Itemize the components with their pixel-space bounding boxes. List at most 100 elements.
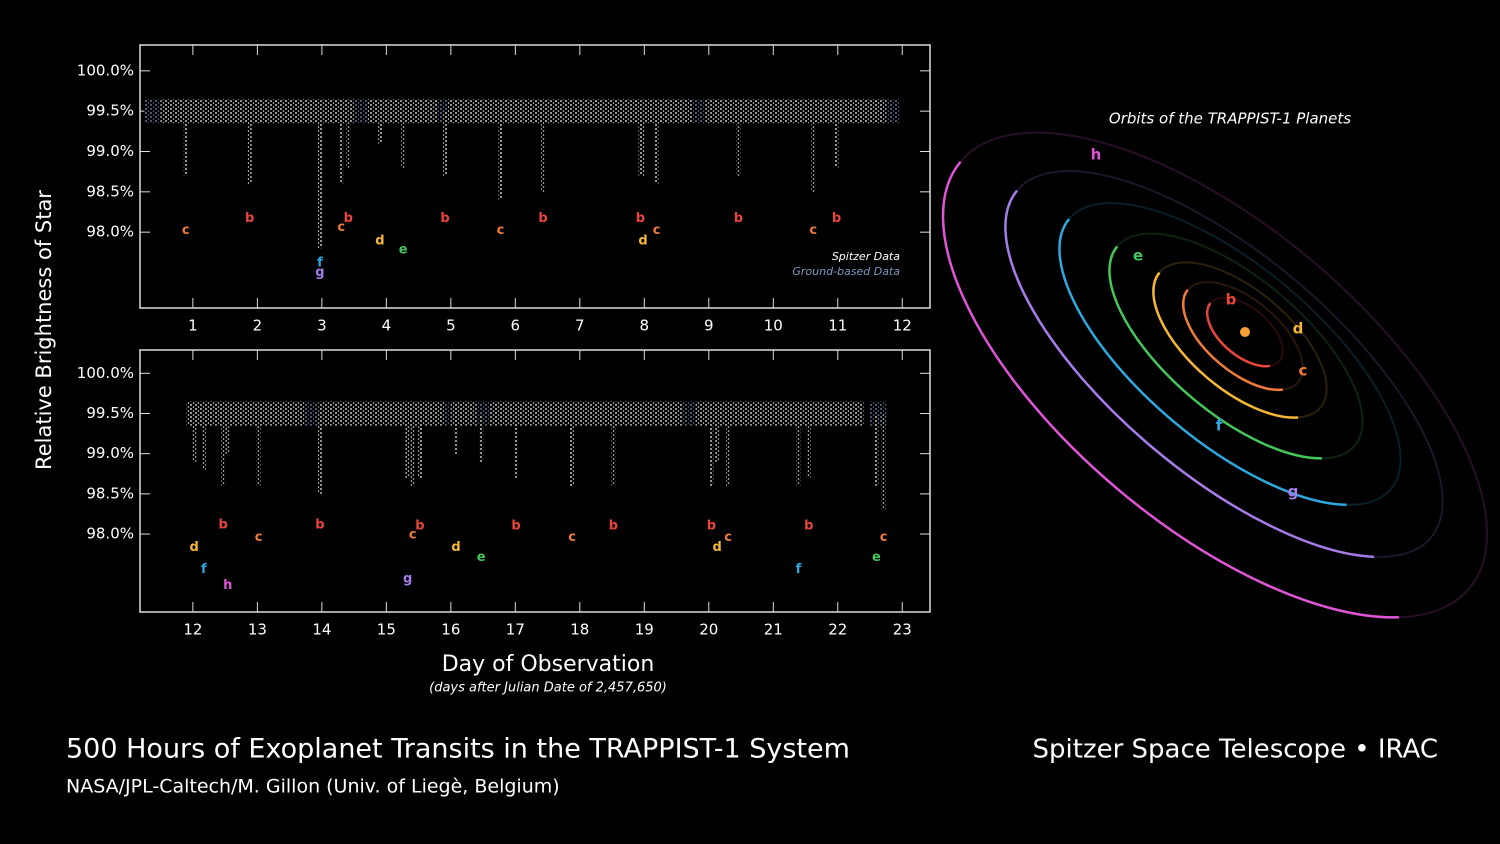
x-tick-label: 8: [640, 317, 650, 335]
x-tick-label: 4: [382, 317, 392, 335]
transit-dip: [709, 413, 714, 486]
transit-label: c: [255, 530, 263, 545]
planet-label: c: [1299, 362, 1308, 380]
light-curve-band: [886, 99, 900, 124]
transit-dip: [479, 413, 484, 462]
transit-dip: [317, 413, 322, 494]
orbit: [941, 131, 1489, 619]
transit-label: c: [880, 530, 888, 545]
x-tick-label: 2: [253, 317, 263, 335]
transit-label: d: [638, 234, 647, 249]
transit-label: d: [375, 234, 384, 249]
transit-dip: [339, 111, 344, 184]
transit-label: b: [734, 211, 743, 226]
transit-dip: [881, 413, 886, 510]
transit-label: c: [653, 223, 661, 238]
light-curve-band: [305, 401, 319, 426]
transit-label: b: [832, 211, 841, 226]
orbit: [1004, 169, 1444, 559]
x-tick-label: 21: [764, 621, 783, 639]
orbit: [1108, 232, 1364, 460]
transit-dip: [498, 111, 503, 200]
x-tick-label: 5: [446, 317, 456, 335]
transit-label: h: [223, 578, 232, 593]
transit-label: b: [315, 518, 324, 533]
orbit-dim: [1058, 202, 1402, 506]
x-tick-label: 10: [764, 317, 783, 335]
transit-label: c: [809, 223, 817, 238]
transit-dip: [443, 111, 448, 176]
light-curve-band: [354, 99, 368, 124]
x-tick-label: 17: [506, 621, 525, 639]
x-tick-label: 11: [828, 317, 847, 335]
transit-label: b: [804, 519, 813, 534]
x-tick-label: 1: [188, 317, 198, 335]
orbit: [1181, 280, 1305, 392]
transit-dip: [405, 413, 410, 478]
y-tick-label: 98.5%: [86, 484, 134, 502]
transit-dip: [401, 111, 406, 168]
star: [1240, 327, 1250, 337]
y-tick-label: 98.5%: [86, 182, 134, 200]
transit-label: c: [568, 530, 576, 545]
y-tick-label: 98.0%: [86, 223, 134, 241]
transit-label: b: [245, 211, 254, 226]
transit-dip: [641, 111, 646, 176]
x-axis-note: (days after Julian Date of 2,457,650): [429, 681, 667, 696]
panel: 98.0% 98.5% 99.0% 99.5% 100.0% 12 13 14 15 16 17 18…: [77, 349, 931, 639]
transit-dip: [346, 111, 351, 168]
transit-label: g: [315, 265, 324, 280]
x-tick-label: 13: [248, 621, 267, 639]
light-curve-band: [160, 99, 355, 124]
transit-label: d: [451, 540, 460, 555]
orbit-dim: [942, 131, 1488, 619]
light-curve-band: [705, 99, 887, 124]
transit-label: f: [317, 255, 323, 270]
x-tick-label: 22: [828, 621, 847, 639]
y-tick-label: 99.5%: [86, 404, 134, 422]
transit-dip: [513, 413, 518, 478]
orbit-diagram: b c d e f g h: [941, 131, 1489, 619]
transit-dip: [247, 111, 252, 184]
transit-dip: [192, 413, 197, 462]
transit-dip: [183, 111, 188, 176]
legend-label: Ground-based Data: [792, 265, 900, 278]
transit-dip: [638, 111, 643, 176]
transit-label: b: [511, 519, 520, 534]
transit-label: d: [190, 540, 199, 555]
transit-dip: [570, 413, 575, 486]
orbit-dim: [1108, 232, 1364, 460]
planet-label: g: [1288, 483, 1299, 501]
plot-frame: [139, 44, 931, 309]
transit-dip: [317, 111, 322, 249]
transit-dip: [225, 413, 230, 454]
light-curve-band: [186, 401, 306, 426]
transit-label: b: [636, 211, 645, 226]
transit-dip: [806, 413, 811, 478]
light-curve-band: [683, 401, 696, 426]
y-tick-label: 99.0%: [86, 142, 134, 160]
x-tick-label: 14: [312, 621, 331, 639]
orbit-dim: [1004, 170, 1444, 558]
credit: NASA/JPL-Caltech/M. Gillon (Univ. of Lie…: [66, 776, 560, 798]
light-curve-band: [144, 99, 161, 124]
instrument: Spitzer Space Telescope • IRAC: [1033, 735, 1438, 765]
light-curve-band: [318, 401, 445, 426]
light-curve-band: [489, 401, 684, 426]
light-curve-band: [437, 99, 448, 124]
transit-dip: [201, 413, 206, 470]
transit-dip: [454, 413, 458, 454]
panel: 98.0%98.5%99.0%99.5%100.0%1 2 3 4 5 6 7 8 9 10 11 1…: [77, 44, 931, 335]
light-curve-band: [695, 401, 864, 426]
y-tick-label: 99.5%: [86, 102, 134, 120]
transit-dip: [256, 413, 261, 486]
y-tick-label: 99.0%: [86, 444, 134, 462]
transit-label: b: [538, 211, 547, 226]
transit-dip: [541, 111, 546, 192]
transit-label: g: [403, 572, 412, 587]
x-tick-label: 19: [635, 621, 654, 639]
orbit: [1152, 261, 1328, 419]
transit-dip: [611, 413, 616, 486]
x-tick-label: 15: [377, 621, 396, 639]
